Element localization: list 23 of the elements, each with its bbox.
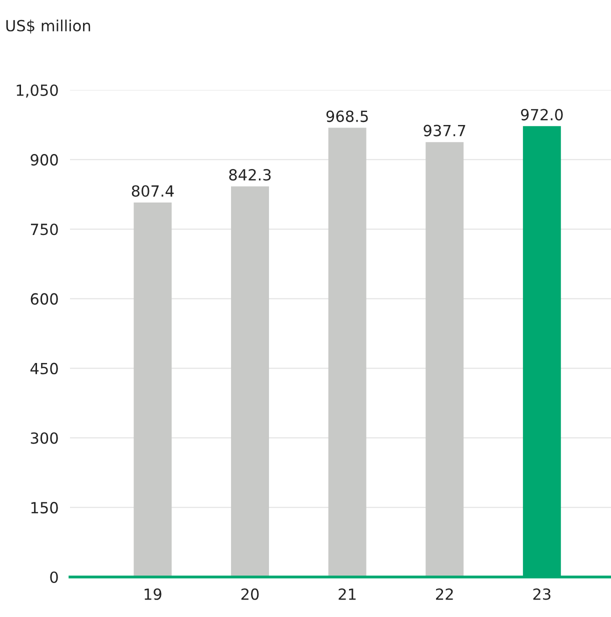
- y-tick-label: 900: [30, 154, 58, 166]
- y-tick-label: 600: [30, 293, 58, 305]
- data-label: 968.5: [326, 110, 368, 122]
- y-tick-label: 1,050: [16, 84, 58, 98]
- x-tick-label: 20: [241, 588, 259, 600]
- y-tick-label: 150: [31, 502, 58, 514]
- y-axis-title: US$ million: [6, 20, 90, 34]
- bar: [328, 128, 366, 577]
- x-tick-label: 19: [144, 588, 162, 600]
- bar: [231, 186, 269, 577]
- data-label: 937.7: [424, 124, 466, 136]
- x-tick-label: 23: [533, 588, 550, 600]
- data-label: 972.0: [521, 108, 563, 120]
- y-tick-label: 0: [50, 571, 58, 584]
- y-tick-label: 750: [30, 224, 58, 236]
- x-tick-label: 22: [436, 588, 453, 600]
- bar: [134, 202, 172, 577]
- y-tick-label: 450: [30, 362, 58, 374]
- x-tick-label: 21: [338, 588, 356, 600]
- y-tick-label: 300: [30, 432, 58, 444]
- data-label: 807.4: [132, 185, 174, 197]
- data-label: 842.3: [229, 169, 271, 181]
- bar: [426, 142, 464, 577]
